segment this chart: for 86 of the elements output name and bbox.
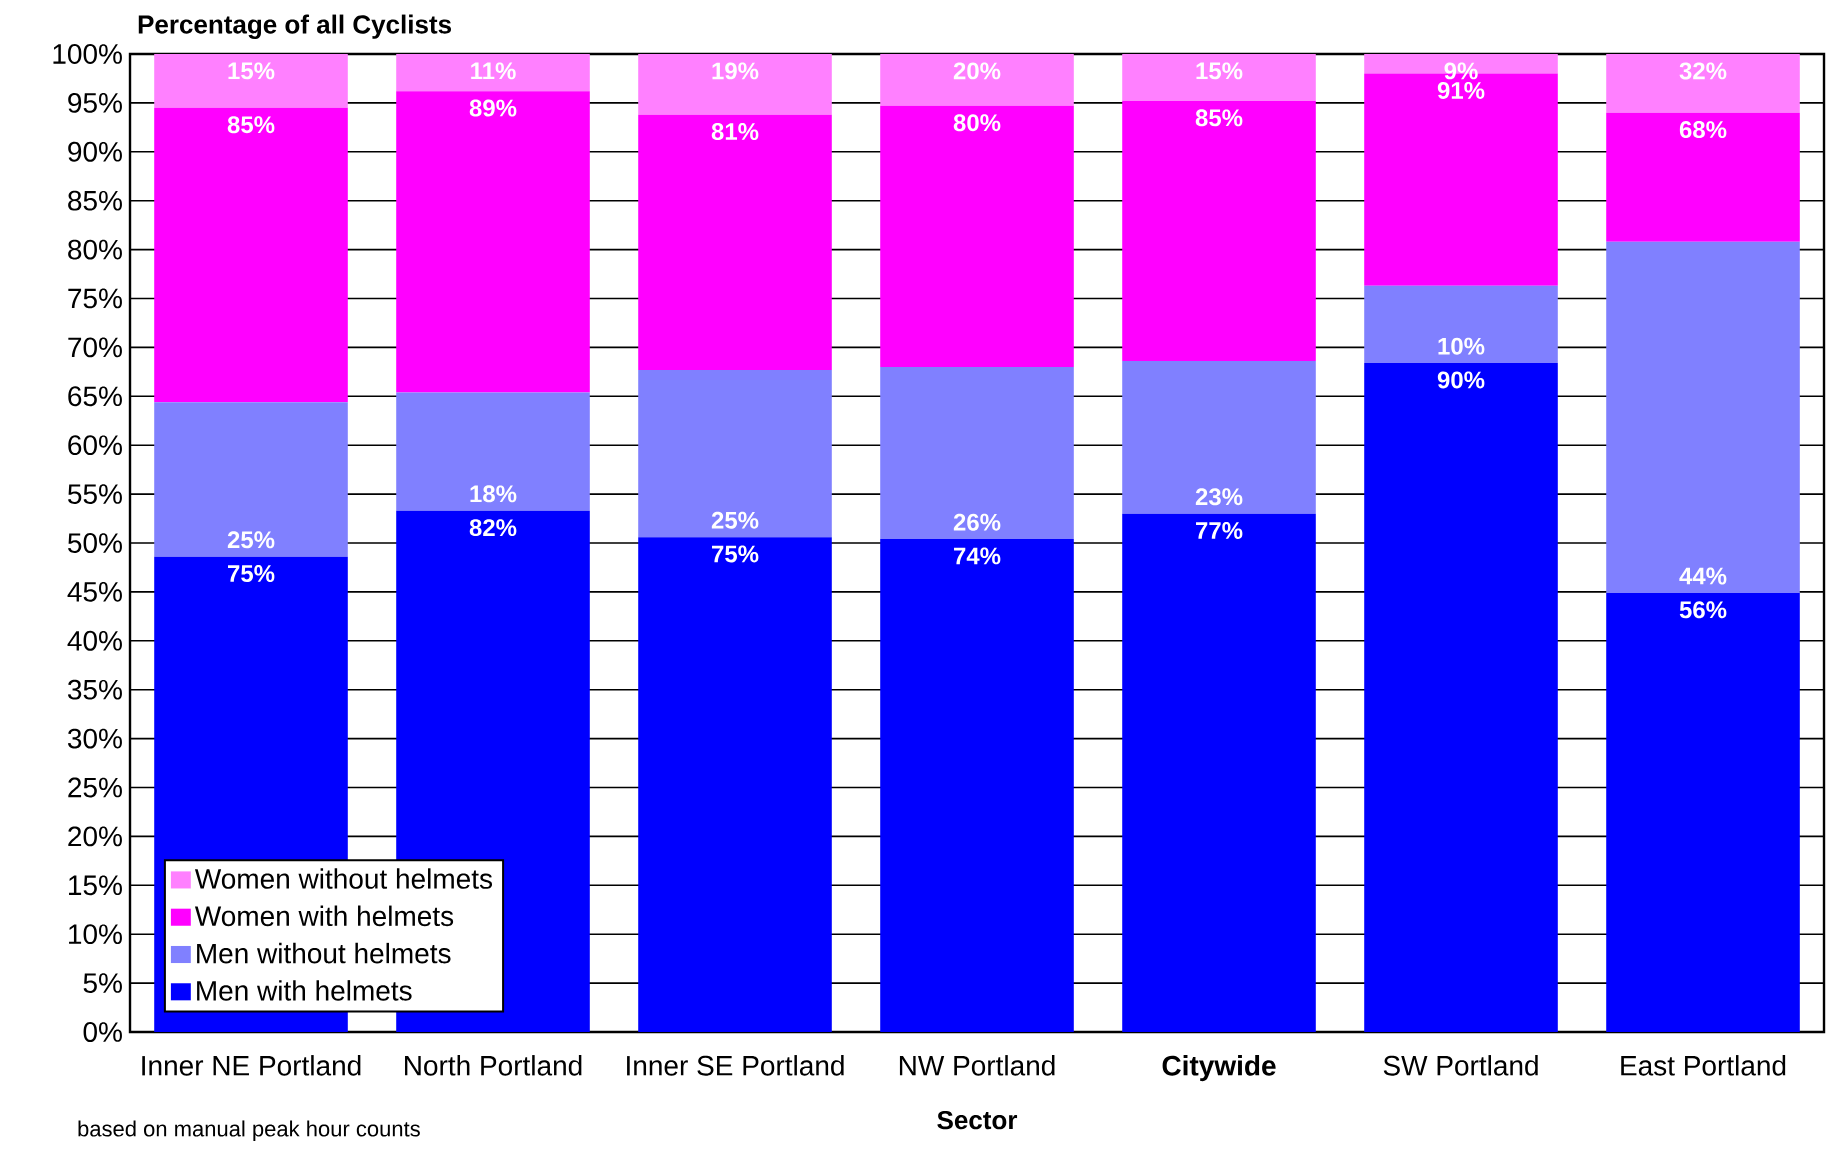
annotation: 91% <box>1437 81 1485 99</box>
bar <box>1364 363 1558 1032</box>
y-tick-label: 15% <box>69 875 122 896</box>
bar <box>1606 592 1800 1032</box>
chart-title: Percentage of all Cyclists <box>138 14 451 39</box>
text: based on manual peak hour counts <box>78 1120 420 1141</box>
y-tick-label: 80% <box>68 239 122 260</box>
x-tick-label: NW Portland <box>899 1055 1055 1076</box>
bar <box>1606 112 1800 242</box>
y-tick-label: 40% <box>67 630 122 651</box>
bar <box>880 105 1074 367</box>
y-tick-label: 30% <box>67 728 122 749</box>
annotation: 80% <box>953 114 1001 132</box>
y-tick-label: 85% <box>68 190 122 211</box>
bar <box>1122 361 1316 514</box>
annotation: 26% <box>953 513 1001 531</box>
bar <box>880 366 1074 540</box>
legend-label: Men without helmets <box>197 942 451 964</box>
legend-label: Women without helmets <box>194 868 493 889</box>
annotation: 44% <box>1679 567 1727 585</box>
bar <box>396 392 590 511</box>
annotation: 10% <box>1438 337 1485 355</box>
annotation: 20% <box>953 62 1001 80</box>
annotation: 15% <box>228 62 275 80</box>
legend-label: Women with helmets <box>194 905 454 927</box>
legend-label: Men with helmets <box>197 980 412 1001</box>
bar <box>880 539 1074 1032</box>
annotation: 32% <box>1679 62 1727 80</box>
bar <box>154 402 348 557</box>
annotation: 18% <box>470 485 517 503</box>
bar <box>1122 53 1316 101</box>
y-tick-label: 50% <box>68 533 122 553</box>
annotation: 90% <box>1437 371 1485 389</box>
y-tick-label: 5% <box>83 973 122 993</box>
annotation: 85% <box>1195 109 1243 127</box>
y-tick-label: 55% <box>68 484 122 504</box>
annotation: 82% <box>469 519 517 537</box>
y-tick-label: 45% <box>67 582 122 602</box>
annotation: 74% <box>954 547 1001 565</box>
annotation: 23% <box>1195 488 1243 506</box>
y-tick-label: 100% <box>53 44 122 64</box>
annotation: 75% <box>228 565 275 583</box>
bar <box>880 53 1074 106</box>
x-tick-label: East Portland <box>1621 1055 1786 1076</box>
bar <box>638 114 832 370</box>
x-tick-label: Citywide <box>1162 1055 1276 1082</box>
bar <box>1606 53 1800 113</box>
annotation: 68% <box>1679 121 1727 139</box>
y-tick-label: 65% <box>68 386 122 407</box>
annotation: 89% <box>469 99 517 117</box>
bar <box>154 107 348 403</box>
annotation: 75% <box>712 545 759 563</box>
annotation: 81% <box>711 123 759 141</box>
bar <box>638 369 832 538</box>
annotation: 56% <box>1679 601 1727 619</box>
x-tick-label: North Portland <box>405 1055 582 1076</box>
bar <box>638 537 832 1032</box>
bar <box>1122 100 1316 362</box>
annotation: 11% <box>471 62 516 80</box>
annotation: 77% <box>1196 522 1243 539</box>
annotation: 19% <box>712 62 759 80</box>
annotation: 25% <box>227 531 275 549</box>
annotation: 25% <box>711 511 759 529</box>
y-tick-label: 0% <box>83 1022 122 1042</box>
y-tick-label: 90% <box>68 141 122 162</box>
bar <box>154 53 348 108</box>
x-tick-label: Inner NE Portland <box>142 1055 361 1076</box>
bar <box>1364 285 1558 364</box>
y-tick-label: 95% <box>68 92 122 113</box>
bar <box>1122 513 1316 1032</box>
annotation: 15% <box>1196 62 1243 80</box>
y-tick-label: 70% <box>68 337 122 358</box>
y-tick-label: 35% <box>67 679 122 700</box>
x-tick-label: Inner SE Portland <box>627 1055 844 1076</box>
bar <box>638 53 832 115</box>
x-axis-title: Sector <box>937 1110 1018 1130</box>
y-tick-label: 75% <box>68 288 122 309</box>
y-tick-label: 60% <box>68 435 122 456</box>
y-tick-label: 10% <box>69 924 122 945</box>
y-tick-label: 25% <box>68 777 122 798</box>
bar <box>396 53 590 92</box>
annotation: 85% <box>227 116 275 134</box>
y-tick-label: 20% <box>68 826 122 847</box>
x-tick-label: SW Portland <box>1383 1055 1538 1076</box>
bar <box>1606 241 1800 593</box>
bar <box>396 91 590 393</box>
